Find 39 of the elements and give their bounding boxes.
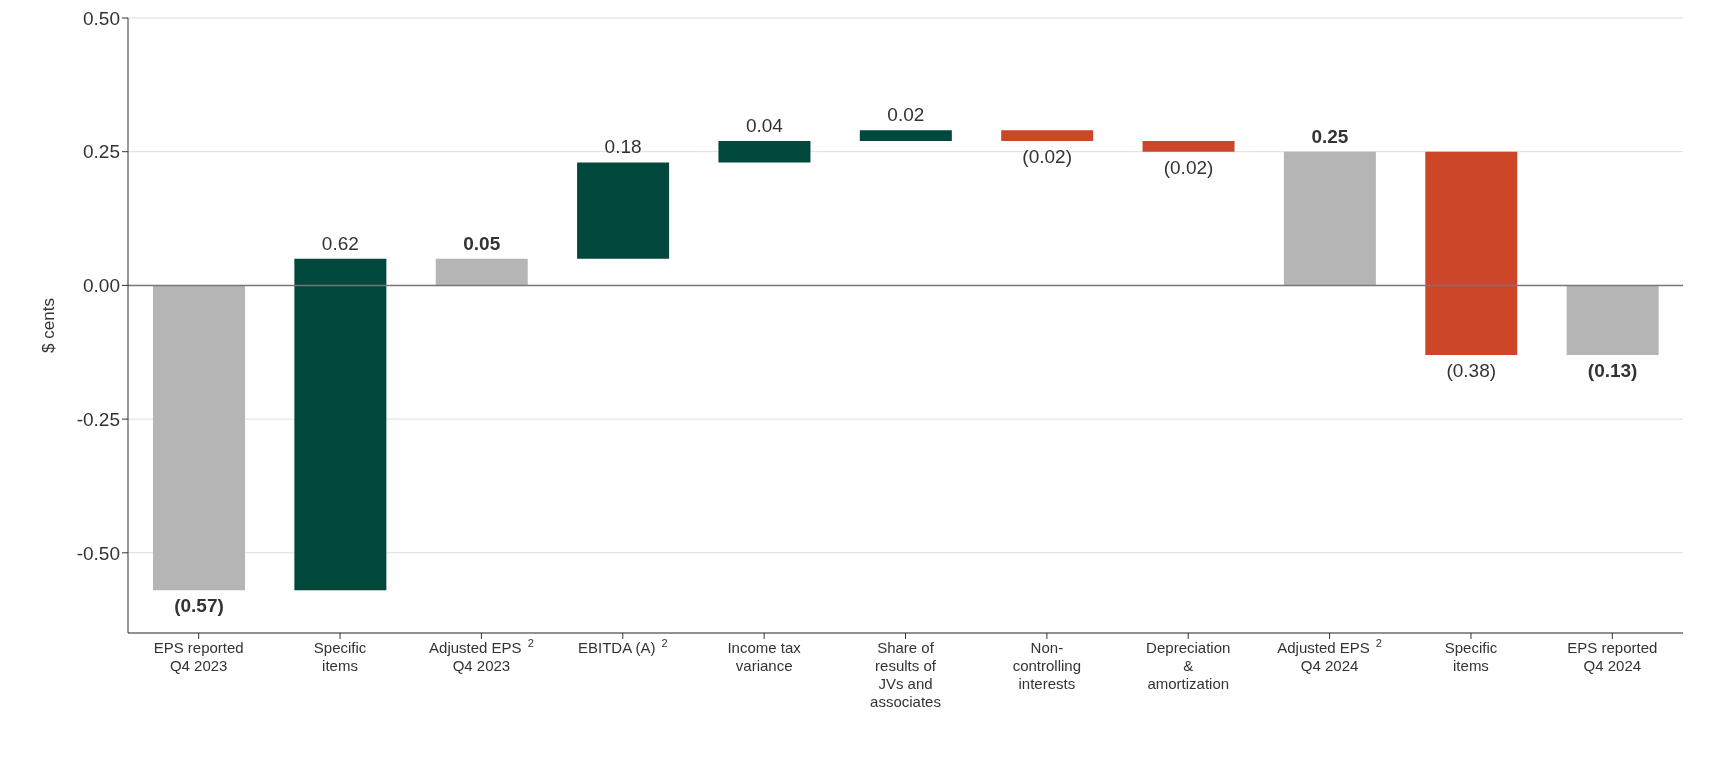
y-axis-title: $ cents <box>39 298 59 353</box>
category-label: Adjusted EPS$^{2}$ Q4 2024 <box>1277 637 1382 674</box>
data-label: (0.02) <box>1022 146 1072 167</box>
bar <box>294 258 387 591</box>
data-label: (0.57) <box>174 595 224 617</box>
bar <box>1283 151 1376 286</box>
bar <box>1425 151 1518 355</box>
data-label: 0.02 <box>887 104 925 126</box>
data-label: 0.62 <box>321 232 359 254</box>
bar <box>1001 130 1094 141</box>
data-label: (0.02) <box>1163 156 1214 178</box>
bar <box>435 258 528 286</box>
x-tick-label: EPS reported Q4 2023 <box>153 639 244 674</box>
y-tick-label: 0.25 <box>83 141 120 163</box>
x-tick-label: Depreciation & amortization <box>1146 639 1231 692</box>
data-label: 0.05 <box>463 232 501 254</box>
x-tick-label: EBITDA (A)$^{2}$ <box>577 637 668 656</box>
bar <box>153 285 245 591</box>
bar <box>1566 285 1659 355</box>
x-tick-label: Specific items <box>313 639 367 674</box>
x-tick-label: EPS reported Q4 2024 <box>1567 639 1658 674</box>
bar <box>859 130 952 141</box>
x-tick-label: Share of results of JVs and associates <box>870 639 941 710</box>
y-tick-label: -0.50 <box>76 542 120 564</box>
data-label: 0.04 <box>745 115 784 136</box>
x-tick-label: Specific items <box>1444 639 1498 674</box>
category-label: Adjusted EPS$^{2}$ Q4 2023 <box>429 637 534 674</box>
y-tick-label: 0.50 <box>83 7 120 29</box>
x-tick-label: Non-controlling interests <box>1012 639 1082 692</box>
bar <box>577 162 670 259</box>
data-label: (0.13) <box>1587 359 1638 381</box>
bar <box>1142 141 1235 152</box>
y-tick-label: -0.25 <box>76 408 120 430</box>
data-label: 0.25 <box>1311 125 1349 147</box>
x-tick-label: Income tax variance <box>727 639 802 674</box>
data-label: 0.18 <box>604 136 642 158</box>
data-label: (0.38) <box>1446 359 1497 381</box>
y-tick-label: 0.00 <box>83 275 120 297</box>
bar <box>718 141 811 163</box>
